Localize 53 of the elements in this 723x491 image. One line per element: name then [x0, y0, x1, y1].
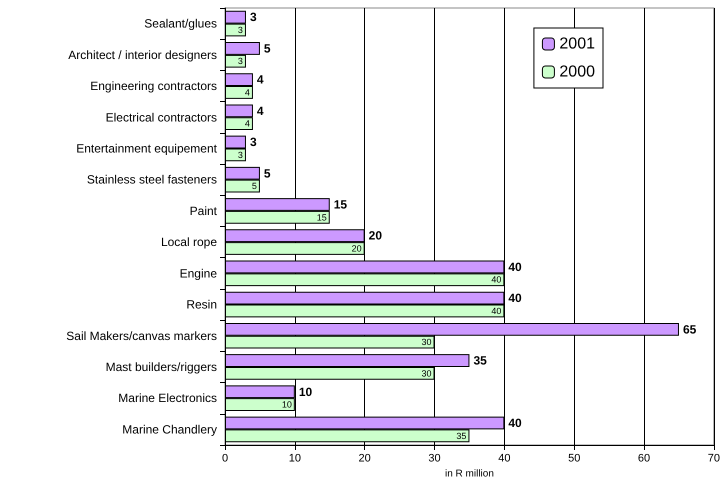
data-label: 40	[508, 291, 522, 306]
data-label: 15	[316, 212, 327, 222]
x-tick-label: 60	[638, 452, 650, 464]
data-label: 10	[282, 400, 292, 410]
x-tick-label: 20	[358, 452, 371, 464]
data-label: 4	[256, 72, 264, 87]
y-tick-label: Mast builders/riggers	[106, 360, 217, 374]
data-label: 3	[238, 25, 243, 36]
data-label: 40	[508, 260, 522, 274]
data-label: 35	[456, 430, 466, 441]
data-label: 5	[264, 166, 271, 180]
data-label: 15	[334, 197, 348, 212]
data-label: 10	[298, 384, 313, 399]
data-label: 5	[252, 181, 257, 192]
x-axis-title: in R million	[444, 468, 494, 480]
data-label: 65	[682, 322, 697, 336]
x-tick-label: 10	[288, 452, 301, 464]
y-tick-label: Marine Electronics	[118, 391, 217, 406]
legend-label: 2000	[559, 64, 596, 80]
data-label: 4	[256, 104, 264, 118]
x-tick-label: 30	[428, 452, 441, 464]
data-label: 30	[422, 337, 432, 348]
data-label: 40	[491, 306, 502, 316]
x-tick-label: 70	[708, 452, 720, 464]
y-tick-label: Local rope	[160, 235, 218, 250]
y-tick-label: Paint	[190, 204, 218, 218]
x-tick-label: 0	[222, 452, 228, 464]
y-tick-label: Entertainment equipement	[76, 141, 218, 156]
x-tick-label: 50	[568, 452, 580, 464]
y-tick-label: Marine Chandlery	[122, 422, 217, 436]
y-tick-label: Stainless steel fasteners	[86, 172, 217, 187]
y-tick-label: Sealant/glues	[144, 16, 217, 31]
data-label: 40	[508, 416, 522, 430]
y-tick-label: Sail Makers/canvas markers	[66, 328, 217, 343]
data-label: 3	[250, 10, 257, 24]
data-label: 4	[244, 87, 250, 98]
data-label: 20	[368, 228, 382, 243]
y-tick-label: Engineering contractors	[90, 79, 217, 94]
data-label: 4	[244, 118, 250, 129]
data-label: 30	[422, 368, 432, 378]
x-tick-label: 40	[498, 452, 510, 464]
y-tick-label: Electrical contractors	[106, 110, 217, 124]
y-tick-label: Architect / interior designers	[68, 48, 217, 62]
data-label: 3	[250, 135, 257, 150]
data-label: 3	[238, 56, 243, 66]
data-label: 3	[238, 150, 243, 160]
legend-label: 2001	[559, 36, 596, 52]
y-tick-label: Resin	[186, 298, 217, 312]
data-label: 5	[264, 41, 271, 56]
data-label: 40	[491, 274, 502, 285]
data-label: 20	[352, 244, 362, 254]
y-tick-label: Engine	[180, 266, 218, 280]
data-label: 35	[473, 354, 488, 368]
